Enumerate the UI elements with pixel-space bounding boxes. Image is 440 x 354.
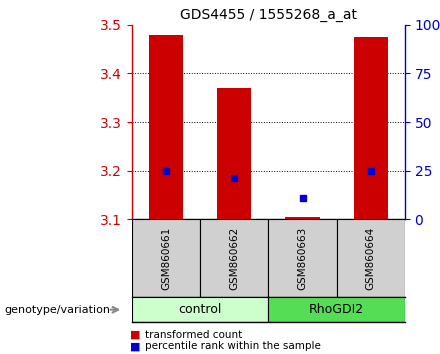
Text: control: control bbox=[179, 303, 222, 316]
Text: GSM860664: GSM860664 bbox=[366, 227, 376, 290]
Title: GDS4455 / 1555268_a_at: GDS4455 / 1555268_a_at bbox=[180, 8, 357, 22]
Bar bbox=[286, 217, 319, 219]
Bar bbox=[354, 37, 388, 219]
Bar bbox=[217, 88, 251, 219]
Text: RhoGDI2: RhoGDI2 bbox=[309, 303, 364, 316]
Bar bbox=[337, 219, 405, 297]
Text: percentile rank within the sample: percentile rank within the sample bbox=[145, 341, 321, 351]
Bar bbox=[132, 297, 268, 322]
Bar bbox=[200, 219, 268, 297]
Text: genotype/variation: genotype/variation bbox=[4, 305, 110, 315]
Text: transformed count: transformed count bbox=[145, 330, 242, 339]
Text: GSM860662: GSM860662 bbox=[229, 227, 239, 290]
Bar bbox=[149, 34, 183, 219]
Bar bbox=[268, 297, 405, 322]
Bar bbox=[268, 219, 337, 297]
Text: GSM860661: GSM860661 bbox=[161, 227, 171, 290]
Bar bbox=[132, 219, 200, 297]
Text: ■: ■ bbox=[130, 341, 141, 351]
Text: ■: ■ bbox=[130, 330, 141, 339]
Text: GSM860663: GSM860663 bbox=[297, 227, 308, 290]
